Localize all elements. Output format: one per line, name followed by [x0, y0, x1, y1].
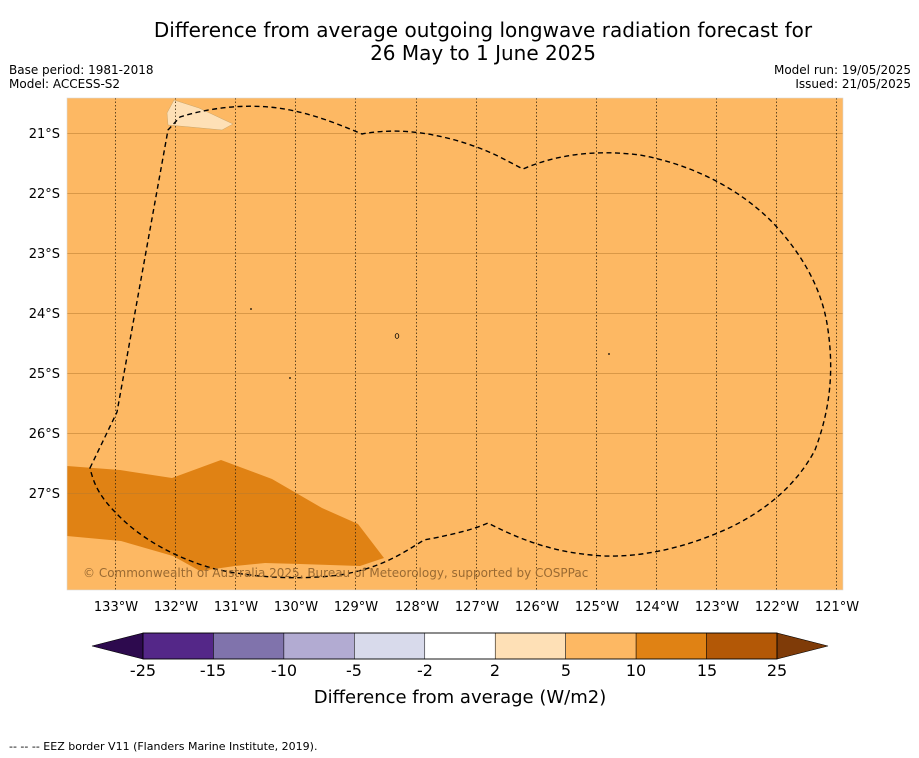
lon-label: 123°W [695, 600, 739, 615]
latitude-labels: 21°S 22°S 23°S 24°S 25°S 26°S 27°S [29, 127, 60, 502]
lat-label: 25°S [29, 367, 60, 382]
title-line-2: 26 May to 1 June 2025 [370, 41, 596, 65]
colorbar-tick-labels: -25 -15 -10 -5 -2 2 5 10 15 25 [130, 661, 787, 680]
colorbar-extend-high [776, 632, 829, 660]
colorbar-box [565, 632, 637, 660]
colorbar: -25 -15 -10 -5 -2 2 5 10 15 25 Differenc… [91, 632, 829, 708]
colorbar-box [706, 632, 778, 660]
map-panel: © Commonwealth of Australia 2025, Bureau… [66, 97, 844, 591]
colorbar-tick-label: -25 [130, 661, 156, 680]
issued-date: Issued: 21/05/2025 [795, 77, 911, 91]
lon-label: 122°W [755, 600, 799, 615]
colorbar-tick-label: -10 [271, 661, 297, 680]
island-dot [608, 353, 610, 355]
colorbar-tick-label: 25 [767, 661, 787, 680]
title-line-1: Difference from average outgoing longwav… [153, 18, 813, 42]
colorbar-boxes [142, 632, 778, 660]
colorbar-tick-label: 15 [697, 661, 717, 680]
base-period: Base period: 1981-2018 [9, 63, 154, 77]
lon-label: 133°W [94, 600, 138, 615]
lat-label: 27°S [29, 487, 60, 502]
colorbar-title: Difference from average (W/m2) [314, 687, 606, 708]
lat-label: 21°S [29, 127, 60, 142]
lon-label: 128°W [395, 600, 439, 615]
eez-legend-note: -- -- -- EEZ border V11 (Flanders Marine… [9, 740, 318, 753]
island-outline [394, 333, 400, 339]
lon-label: 131°W [214, 600, 258, 615]
lat-label: 23°S [29, 247, 60, 262]
colorbar-outline [142, 632, 778, 660]
colorbar-box [424, 632, 496, 660]
longitude-gridlines [115, 98, 837, 590]
colorbar-extend-low [91, 632, 144, 660]
colorbar-tick-label: -2 [417, 661, 433, 680]
meta-right: Model run: 19/05/2025 Issued: 21/05/2025 [774, 63, 911, 91]
lon-label: 132°W [154, 600, 198, 615]
colorbar-tick-label: 5 [561, 661, 571, 680]
map-frame [66, 97, 844, 591]
copyright-notice: © Commonwealth of Australia 2025, Bureau… [83, 566, 588, 580]
colorbar-box [142, 632, 214, 660]
colorbar-tick-label: -5 [346, 661, 362, 680]
lon-label: 129°W [334, 600, 378, 615]
colorbar-box [354, 632, 426, 660]
anomaly-region-10-15 [67, 460, 384, 571]
map-title: Difference from average outgoing longwav… [60, 19, 906, 65]
lon-label: 125°W [575, 600, 619, 615]
lat-label: 24°S [29, 307, 60, 322]
longitude-labels: 133°W 132°W 131°W 130°W 129°W 128°W 127°… [94, 600, 859, 615]
lon-label: 130°W [274, 600, 318, 615]
island-dot [289, 377, 291, 379]
lon-label: 127°W [455, 600, 499, 615]
lon-label: 121°W [815, 600, 859, 615]
colorbar-tick-label: 10 [626, 661, 646, 680]
eez-border [89, 105, 832, 579]
model-run: Model run: 19/05/2025 [773, 63, 911, 77]
lon-label: 124°W [635, 600, 679, 615]
lat-label: 22°S [29, 187, 60, 202]
colorbar-box [635, 632, 707, 660]
lat-label: 26°S [29, 427, 60, 442]
meta-left: Base period: 1981-2018 Model: ACCESS-S2 [9, 63, 154, 91]
model-name: Model: ACCESS-S2 [9, 77, 121, 91]
colorbar-tick-label: 2 [490, 661, 500, 680]
colorbar-box [494, 632, 566, 660]
colorbar-box [213, 632, 285, 660]
colorbar-tick-label: -15 [200, 661, 226, 680]
island-dot [250, 308, 252, 310]
colorbar-box [283, 632, 355, 660]
lon-label: 126°W [515, 600, 559, 615]
latitude-gridlines [67, 133, 843, 494]
